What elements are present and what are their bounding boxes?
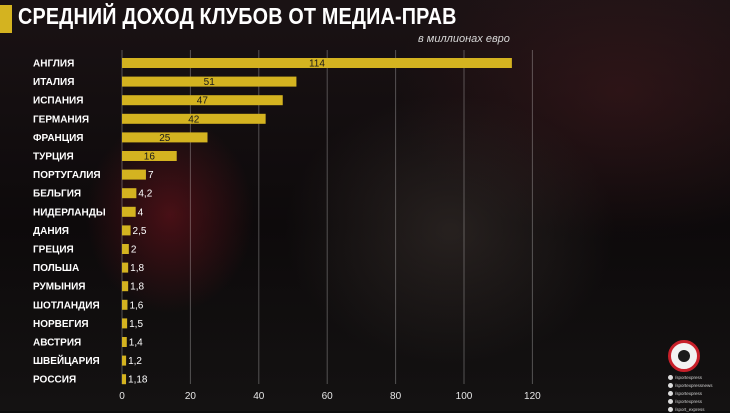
x-tick-label: 120 — [524, 391, 541, 402]
bar — [122, 169, 146, 180]
logo-center — [678, 350, 690, 362]
bar — [122, 299, 128, 310]
value-label: 2 — [131, 245, 137, 256]
category-label: ДАНИЯ — [33, 226, 69, 237]
value-label: 1,5 — [129, 319, 143, 330]
social-links: /sportexpress /sportexpressnews /sportex… — [668, 373, 730, 413]
bars — [122, 58, 512, 385]
bar — [122, 76, 297, 87]
x-tick-label: 0 — [119, 391, 125, 402]
value-label: 1,2 — [128, 356, 142, 367]
social-handle: /sportexpress — [675, 374, 703, 380]
x-tick-label: 20 — [185, 391, 197, 402]
bar — [122, 132, 208, 143]
social-handle: /sportexpress — [675, 398, 703, 404]
social-handle: /sportexpress — [675, 390, 703, 396]
twitter-icon — [668, 406, 673, 412]
x-tick-label: 40 — [253, 391, 265, 402]
category-label: ИСПАНИЯ — [33, 96, 83, 107]
category-label: РУМЫНИЯ — [33, 282, 85, 293]
category-label: ТУРЦИЯ — [33, 152, 74, 163]
category-label: БЕЛЬГИЯ — [33, 189, 81, 200]
value-label: 47 — [197, 96, 209, 107]
category-label: ИТАЛИЯ — [33, 77, 74, 88]
value-label: 51 — [204, 77, 216, 88]
social-item[interactable]: /sportexpressnews — [668, 381, 730, 389]
title-accent-bar — [0, 5, 12, 33]
bar — [122, 281, 129, 292]
category-label: ГЕРМАНИЯ — [33, 114, 89, 125]
social-handle: /sportexpressnews — [675, 382, 713, 388]
category-label: РОССИЯ — [33, 375, 76, 386]
social-handle: /sport_express — [675, 406, 705, 412]
value-label: 42 — [188, 114, 200, 125]
category-label: ПОРТУГАЛИЯ — [33, 170, 101, 181]
instagram-icon — [668, 398, 673, 404]
x-tick-label: 100 — [456, 391, 473, 402]
bar — [122, 355, 127, 366]
x-axis-ticks: 0 20 40 60 80 100 120 — [119, 391, 541, 402]
bar — [122, 95, 283, 106]
social-item[interactable]: /sport_express — [668, 405, 730, 413]
category-label: ФРАНЦИЯ — [33, 133, 83, 144]
value-label: 1,6 — [129, 300, 143, 311]
chart-title: СРЕДНИЙ ДОХОД КЛУБОВ ОТ МЕДИА-ПРАВ — [18, 3, 457, 29]
category-label: АНГЛИЯ — [33, 59, 74, 70]
bar — [122, 58, 512, 68]
value-label: 4,2 — [138, 189, 152, 200]
telegram-icon — [668, 382, 673, 388]
value-label: 25 — [159, 133, 171, 144]
chart-subtitle: в миллионах евро — [418, 33, 510, 45]
value-label: 7 — [148, 170, 154, 181]
value-label: 1,4 — [129, 338, 143, 349]
social-item[interactable]: /sportexpress — [668, 389, 730, 397]
value-label: 4 — [138, 207, 144, 218]
value-label: 16 — [144, 152, 156, 163]
x-tick-label: 80 — [390, 391, 402, 402]
category-labels: АНГЛИЯ ИТАЛИЯ ИСПАНИЯ ГЕРМАНИЯ ФРАНЦИЯ ТУРЦИЯ… — [33, 59, 106, 386]
vk-icon — [668, 374, 673, 380]
category-label: АВСТРИЯ — [33, 338, 81, 349]
bar — [122, 337, 127, 347]
bar — [122, 206, 136, 217]
bar — [122, 244, 129, 254]
category-label: ГРЕЦИЯ — [33, 245, 74, 256]
bar — [122, 188, 137, 199]
value-label: 114 — [309, 59, 325, 70]
value-label: 1,8 — [130, 263, 144, 274]
value-label: 2,5 — [133, 226, 147, 237]
bar — [122, 318, 128, 329]
category-label: ШОТЛАНДИЯ — [33, 300, 100, 311]
bar — [122, 262, 129, 273]
bar — [122, 374, 127, 385]
facebook-icon — [668, 390, 673, 396]
bar — [122, 151, 177, 161]
bar — [122, 225, 131, 236]
bar — [122, 113, 266, 124]
x-tick-label: 60 — [322, 391, 334, 402]
category-label: ПОЛЬША — [33, 263, 79, 274]
sport-express-logo — [668, 340, 700, 372]
social-item[interactable]: /sportexpress — [668, 373, 730, 381]
value-label: 1,8 — [130, 282, 144, 293]
value-label: 1,18 — [128, 375, 148, 386]
category-label: НОРВЕГИЯ — [33, 319, 89, 330]
social-item[interactable]: /sportexpress — [668, 397, 730, 405]
category-label: НИДЕРЛАНДЫ — [33, 207, 106, 218]
category-label: ШВЕЙЦАРИЯ — [33, 354, 100, 367]
